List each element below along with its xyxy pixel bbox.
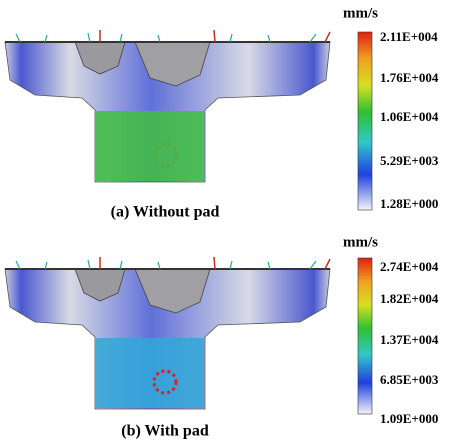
legend-label: 1.06E+004 <box>380 109 439 124</box>
colorbar <box>358 258 372 414</box>
legend-label: 1.76E+004 <box>380 70 439 85</box>
legend-label: 1.37E+004 <box>380 332 439 347</box>
legend-label: 2.74E+004 <box>380 259 439 274</box>
caption: (a) Without pad <box>111 204 220 221</box>
figure: mm/s 2.11E+004 1.76E+004 1.06E+004 5.29E… <box>0 0 456 442</box>
legend-label: 5.29E+003 <box>380 153 439 168</box>
stem-a <box>96 111 204 181</box>
unit: mm/s <box>343 5 378 21</box>
caption: (b) With pad <box>121 423 209 440</box>
legend-label: 1.09E+000 <box>380 411 438 426</box>
colorbar <box>358 32 372 210</box>
legend-label: 1.82E+004 <box>380 291 439 306</box>
stem-b <box>96 338 204 408</box>
legend-label: 1.28E+000 <box>380 196 438 211</box>
unit: mm/s <box>343 234 378 250</box>
legend-label: 6.85E+003 <box>380 372 439 387</box>
legend-label: 2.11E+004 <box>380 29 438 44</box>
